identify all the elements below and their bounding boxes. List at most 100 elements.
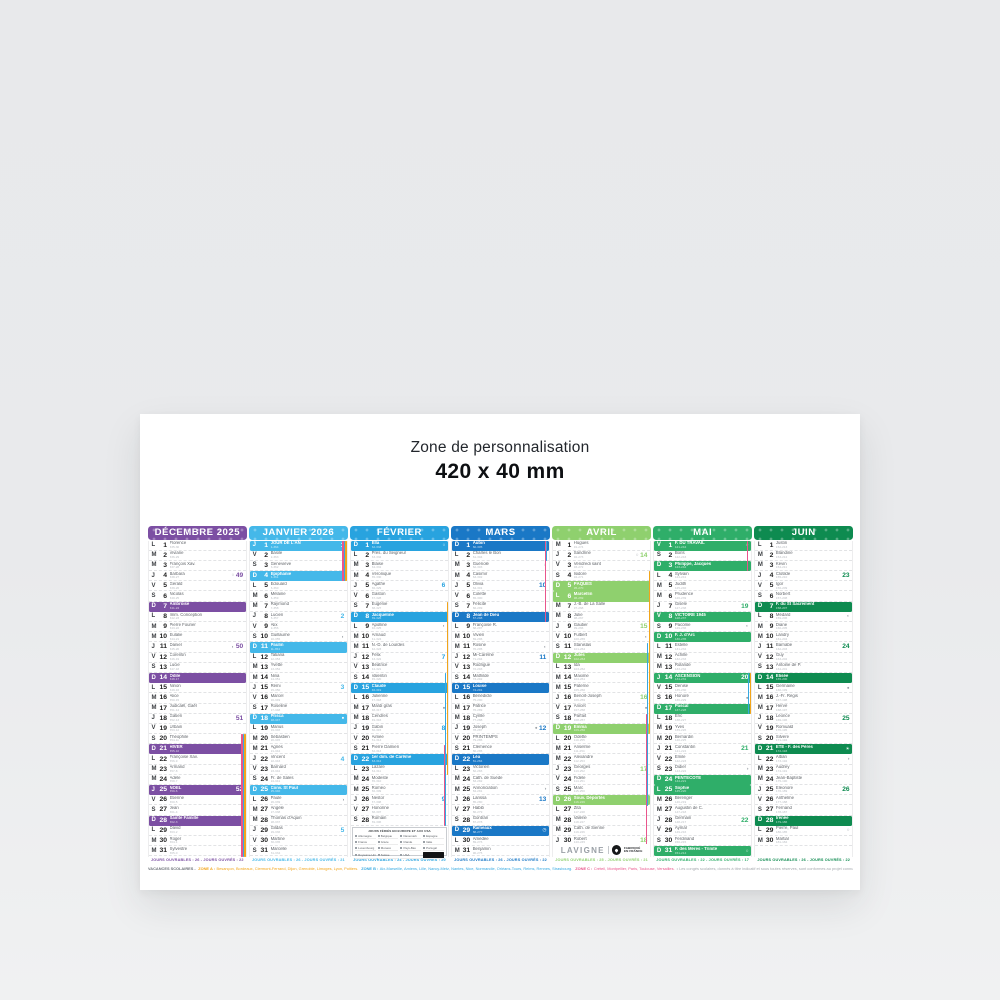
weekday-letter: J [353,654,357,661]
saint-name: Conv. St Paul [270,785,298,790]
weekday-letter: S [151,806,156,813]
day-of-year: 106-259 [573,697,586,702]
day-of-year: 51-314 [371,738,382,743]
day-of-year: 97-268 [573,606,584,611]
weekday-letter: J [252,684,256,691]
day-info: Barnabé 162-203 [776,643,840,651]
weekday-letter: J [555,552,560,559]
day-of-year: 100-265 [573,636,586,641]
day-row: M 24 Jean-Baptiste 175-190 [755,775,853,785]
day-number: 14 [361,674,370,682]
saint-name: Marcellin [573,592,593,597]
day-info: Viviane 336-29 [170,551,242,559]
weekday-letter: J [151,572,155,579]
weekday-letter: S [757,806,762,813]
day-info: Julie 98-267 [574,613,646,621]
day-of-year: 79-286 [472,738,483,743]
day-info: Nicolas 340-25 [170,592,242,600]
day-row: D 14 Odile 348-17 [149,672,246,684]
saint-name: Félix [371,653,381,658]
day-info: Georges 113-252 [574,765,638,773]
day-markers: ◐ [847,613,850,618]
day-row: J 11 Daniel 345-20 ◐ 50 [149,642,246,653]
flag-icon [423,846,426,849]
weekday-letter: D [353,542,358,549]
saint-name: Vincent [270,755,285,760]
saint-name: Roger [169,836,182,841]
saint-name: Constantin [674,744,696,749]
day-number: 20 [563,735,572,743]
day-of-year: 118-247 [573,819,585,824]
day-row: L 15 Germaine 166-199 ● [755,683,853,694]
day-of-year: 114-251 [573,779,585,784]
day-number: 16 [664,694,673,702]
day-row: M 4 Casimir 63-302 [452,571,549,582]
weekday-letter: M [454,847,460,854]
saint-name: Françoise R. [472,622,498,627]
day-row: L 2 Charles le Bon 61-304 [452,551,549,561]
day-row: S 31 Marcelle 31-334 [250,846,347,857]
day-number: 29 [664,826,673,834]
month-days: M 1 Hugues 91-274 J 2 Sandrine 92-273 ○ 14 V 3 Vendr… [552,540,651,857]
saint-name: Geneviève [270,561,292,566]
country-name: Grèce [380,839,389,844]
day-info: Maxime 104-261 [574,674,646,682]
day-row: J 26 Larissa 85-280 13 [452,795,549,806]
footer-note: • Les congés scolaires, donnés à titre i… [676,866,853,871]
day-info: Guillaume 10-355 [271,633,340,641]
saint-name: Prés. du Seigneur [371,551,407,556]
day-number: 8 [466,612,471,620]
day-of-year: 72-293 [472,667,483,672]
saint-name: Norbert [775,592,791,597]
saint-name: Gontran [472,816,489,821]
day-info: Médard 159-206 [776,613,845,621]
day-info: N.-D. de Lourdes 42-323 [372,643,444,651]
country-item: Belgique [377,834,399,839]
country-name: Luxembourg [358,845,375,850]
day-of-year: 164-201 [775,667,788,672]
day-number: 25 [260,786,269,794]
month-header-label: JUIN [791,527,816,539]
day-info: Hugues 91-274 [574,541,646,549]
month-column-1: DÉCEMBRE 2025 L 1 Florence 335-30 M 2 Viviane 33… [148,526,247,862]
month-header: FÉVRIER [350,526,449,540]
weekday-letter: M [555,542,561,549]
weekday-letter: M [252,745,258,752]
working-days-summary: JOURS OUVRABLES : 24 - JOURS OUVRÉS : 20 [353,858,446,863]
weekday-letter: V [454,735,459,742]
day-row: L 6 Marcellin 96-269 [553,591,650,602]
saint-name: Martial [775,836,789,841]
day-info: Robert 120-245 [574,837,638,845]
weekday-letter: M [353,643,359,650]
day-of-year: 81-284 [472,758,483,763]
day-number: 11 [260,643,269,651]
day-of-year: 137-228 [674,707,687,712]
logo-divider [607,845,609,855]
day-info: Léonce 169-196 [776,714,840,722]
day-row: L 8 Imm. Conception 342-23 [149,612,246,622]
day-of-year: 49-316 [371,718,382,723]
saint-name: Claude [371,683,386,688]
day-of-year: 98-267 [573,616,584,621]
weekday-letter: S [353,745,358,752]
day-of-year: 22-343 [270,758,281,763]
week-number: 10 [539,582,547,590]
day-number: 30 [260,837,269,845]
day-row: D 7 Ambroise 341-24 [149,601,246,612]
day-of-year: 170-195 [775,728,788,733]
day-info: Roméo 56-309 [372,786,444,794]
week-number: 6 [441,582,446,590]
weekday-letter: S [151,664,156,671]
day-info: Jacqueline 39-326 [372,613,444,621]
day-number: 6 [466,592,471,600]
day-of-year: 120-245 [573,840,586,845]
day-row: L 9 Apolline 40-325 ◐ [351,622,448,633]
day-number: 21 [563,745,572,753]
day-of-year: 37-328 [371,595,382,600]
day-info: Julienne 47-318 [372,694,444,702]
day-of-year: 344-21 [169,636,180,641]
saint-name: Benjamin [472,846,491,851]
day-of-year: 60-305 [472,544,483,549]
day-of-year: 112-253 [573,758,585,763]
